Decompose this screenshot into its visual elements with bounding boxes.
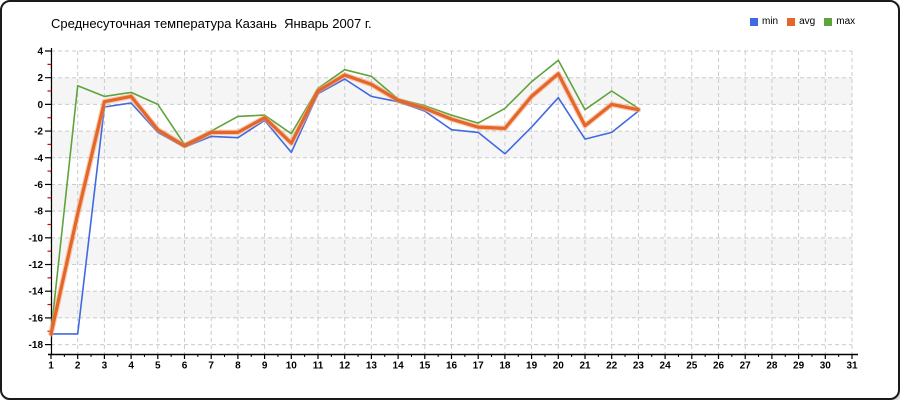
legend-label-avg: avg (799, 16, 816, 27)
x-tick-label: 15 (419, 361, 431, 372)
y-tick-label: -12 (29, 260, 44, 271)
x-tick-label: 8 (235, 361, 241, 372)
x-tick-label: 24 (660, 361, 672, 372)
x-tick-label: 25 (686, 361, 698, 372)
series-line-avg (48, 70, 642, 337)
x-tick-label: 16 (446, 361, 458, 372)
x-tick-label: 7 (208, 361, 214, 372)
x-tick-label: 1 (48, 361, 54, 372)
y-tick-label: -8 (34, 207, 43, 218)
y-tick-label: -14 (29, 287, 44, 298)
grid-horizontal (51, 50, 852, 346)
x-tick-label: 2 (75, 361, 81, 372)
legend-label-max: max (836, 16, 856, 27)
y-tick-label: -16 (29, 313, 44, 324)
y-tick-label: -4 (34, 153, 43, 164)
x-tick-label: 6 (182, 361, 188, 372)
x-tick-label: 9 (262, 361, 268, 372)
y-tick-label: 2 (37, 73, 43, 84)
x-tick-label: 13 (366, 361, 378, 372)
y-tick-label: 4 (37, 47, 43, 58)
x-tick-label: 3 (102, 361, 108, 372)
y-tick-label: -10 (29, 233, 44, 244)
x-tick-label: 5 (155, 361, 161, 372)
x-axis-ticks-labels: 1 2 3 4 5 6 7 8 9 10 11 12 13 14 15 16 17 18 19 20 21 22 23 24 2… (48, 354, 858, 372)
max-swatch-icon (824, 17, 833, 26)
x-tick-label: 31 (846, 361, 858, 372)
legend: min avg max (750, 16, 855, 27)
x-tick-label: 22 (606, 361, 618, 372)
x-tick-label: 26 (713, 361, 725, 372)
series-line-max (50, 59, 640, 334)
y-tick-label: -6 (34, 180, 43, 191)
legend-label-min: min (762, 16, 779, 27)
y-tick-label: -2 (34, 127, 43, 138)
y-tick-label: -18 (29, 340, 44, 351)
legend-item-min: min (750, 16, 778, 27)
x-tick-label: 11 (313, 361, 324, 372)
x-tick-label: 21 (579, 361, 591, 372)
min-swatch-icon (750, 17, 758, 26)
zebra-bands (51, 77, 852, 318)
x-tick-label: 12 (339, 361, 351, 372)
x-tick-label: 29 (793, 361, 805, 372)
x-tick-label: 10 (286, 361, 298, 372)
x-tick-label: 14 (393, 361, 405, 372)
x-tick-label: 18 (499, 361, 511, 372)
avg-swatch-icon (787, 17, 796, 26)
legend-item-max: max (824, 16, 855, 27)
legend-item-avg: avg (787, 16, 815, 27)
x-tick-label: 28 (766, 361, 778, 372)
axes (48, 48, 858, 356)
x-tick-label: 19 (526, 361, 538, 372)
x-tick-label: 17 (473, 361, 485, 372)
x-tick-label: 20 (553, 361, 565, 372)
x-tick-label: 27 (740, 361, 752, 372)
y-axis-ticks-labels: 4 2 0 -2 -4 -6 -8 -10 -12 -14 -16 -18 (29, 47, 51, 351)
x-tick-label: 23 (633, 361, 645, 372)
y-tick-label: 0 (37, 100, 43, 111)
x-tick-label: 30 (820, 361, 832, 372)
chart-title: Среднесуточная температура Казань Январь… (51, 16, 372, 31)
x-tick-label: 4 (128, 361, 134, 372)
